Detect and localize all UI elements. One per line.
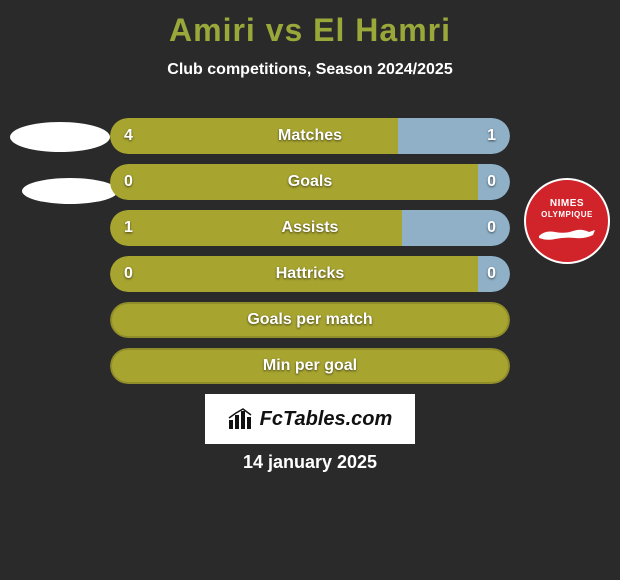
stat-bar-row: Goals per match [110, 302, 510, 338]
comparison-infographic: Amiri vs El Hamri Club competitions, Sea… [0, 0, 620, 580]
badge-text-bottom: OLYMPIQUE [541, 211, 593, 219]
bar-label: Goals [110, 173, 510, 191]
badge-text-top: NIMES [550, 199, 584, 209]
logo-text: FcTables.com [260, 408, 393, 431]
stat-bar-row: 00Goals [110, 164, 510, 200]
source-logo: FcTables.com [205, 394, 415, 444]
bar-label: Matches [110, 127, 510, 145]
stat-bar-row: 41Matches [110, 118, 510, 154]
left-ellipse-1 [10, 122, 110, 152]
bars-logo-icon [228, 408, 254, 430]
bar-label: Min per goal [110, 357, 510, 375]
bar-label: Hattricks [110, 265, 510, 283]
bar-label: Goals per match [110, 311, 510, 329]
stat-bars: 41Matches 00Goals 10Assists 00Hattricks Goal… [110, 118, 510, 394]
bar-label: Assists [110, 219, 510, 237]
stat-bar-row: 10Assists [110, 210, 510, 246]
stat-bar-row: Min per goal [110, 348, 510, 384]
left-ellipse-2 [22, 178, 118, 204]
crocodile-icon [537, 222, 597, 244]
page-subtitle: Club competitions, Season 2024/2025 [0, 61, 620, 79]
date-text: 14 january 2025 [0, 452, 620, 473]
right-team-badge: NIMES OLYMPIQUE [524, 178, 610, 264]
page-title: Amiri vs El Hamri [0, 0, 620, 49]
stat-bar-row: 00Hattricks [110, 256, 510, 292]
